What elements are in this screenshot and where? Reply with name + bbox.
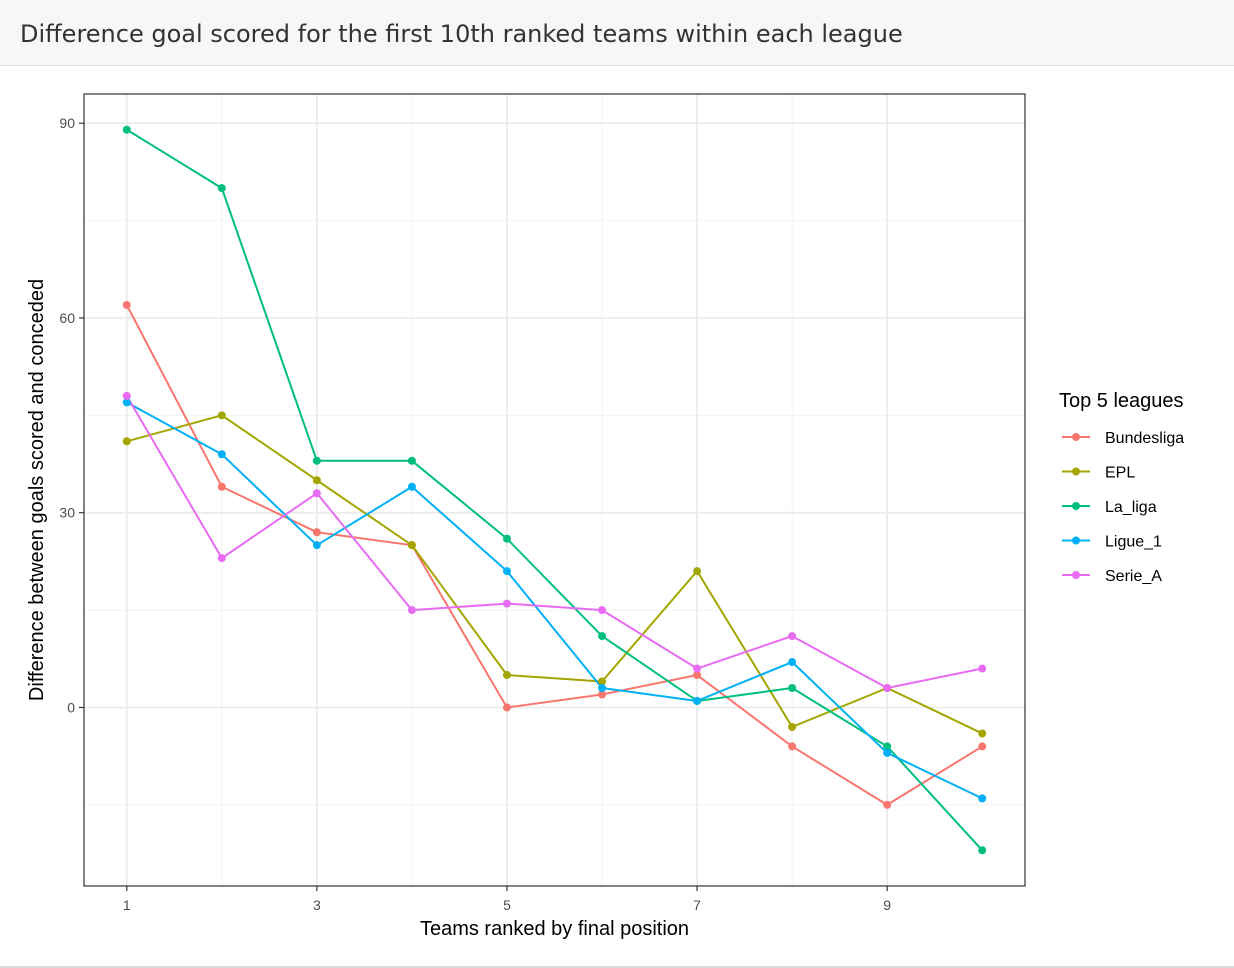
data-point-serie-a — [788, 632, 797, 641]
data-point-epl — [407, 541, 416, 550]
data-point-la-liga — [502, 534, 511, 543]
x-axis-ticks: 1 3 5 7 9 — [123, 886, 891, 913]
legend-key-point — [1072, 433, 1080, 441]
series-lines — [125, 128, 983, 851]
data-point-serie-a — [883, 684, 892, 692]
legend-label: Ligue_1 — [1105, 534, 1162, 551]
data-point-bundesliga — [598, 690, 607, 699]
data-point-la-liga — [312, 456, 321, 465]
data-point-ligue-1 — [693, 696, 702, 705]
data-point-serie-a — [598, 606, 607, 615]
card-header: Difference goal scored for the first 10t… — [0, 0, 1234, 66]
plot-panel-border — [83, 93, 1026, 887]
data-point-la-liga — [788, 684, 797, 692]
data-point-bundesliga — [502, 703, 511, 712]
data-point-ligue-1 — [598, 684, 607, 692]
legend-key-point — [1072, 571, 1080, 579]
legend-item-bundesliga: Bundesliga — [1062, 430, 1184, 447]
data-point-la-liga — [217, 184, 226, 193]
y-axis-ticks: 0 30 60 90 — [59, 115, 84, 715]
x-tick-label: 3 — [313, 897, 321, 913]
legend-items: Bundesliga EPL La_liga Ligue_1 Serie_A — [1062, 430, 1184, 585]
data-point-la-liga — [978, 846, 987, 855]
y-tick-label: 0 — [67, 699, 75, 715]
data-point-bundesliga — [693, 671, 702, 680]
data-point-bundesliga — [978, 742, 987, 751]
legend-label: La_liga — [1105, 499, 1157, 516]
legend-key-point — [1072, 467, 1080, 476]
data-point-epl — [788, 722, 797, 731]
data-point-epl — [502, 671, 511, 680]
data-point-ligue-1 — [883, 748, 892, 757]
data-point-serie-a — [122, 391, 131, 400]
data-point-bundesliga — [883, 800, 892, 809]
data-point-serie-a — [693, 664, 702, 673]
legend: Top 5 leagues Bundesliga EPL La_liga Ligue_… — [1059, 390, 1184, 585]
data-point-ligue-1 — [122, 398, 131, 407]
series-line-la-liga — [126, 128, 983, 851]
data-point-serie-a — [407, 606, 416, 615]
data-point-bundesliga — [122, 300, 131, 309]
series-line-serie-a — [125, 395, 983, 689]
data-point-epl — [312, 476, 321, 485]
data-point-la-liga — [598, 632, 607, 641]
chart-card-title: Difference goal scored for the first 10t… — [20, 20, 903, 48]
y-tick-label: 90 — [59, 115, 75, 131]
legend-key-point — [1072, 502, 1080, 510]
y-tick-label: 60 — [59, 310, 75, 326]
data-point-ligue-1 — [407, 482, 416, 491]
y-tick-label: 30 — [59, 505, 75, 521]
data-point-la-liga — [883, 742, 892, 751]
card-bottom-border — [0, 966, 1234, 968]
data-point-epl — [122, 437, 131, 446]
legend-item-serie-a: Serie_A — [1062, 568, 1162, 585]
data-point-ligue-1 — [502, 567, 511, 576]
data-point-epl — [978, 729, 987, 738]
data-point-ligue-1 — [217, 450, 226, 459]
data-point-serie-a — [312, 489, 321, 498]
legend-label: Serie_A — [1105, 568, 1162, 585]
data-point-la-liga — [407, 456, 416, 465]
data-point-ligue-1 — [312, 541, 321, 550]
data-point-serie-a — [978, 664, 987, 673]
x-tick-label: 1 — [123, 897, 131, 913]
data-point-bundesliga — [788, 742, 797, 751]
data-point-epl — [598, 677, 607, 686]
line-chart: 1 3 5 7 9 0 30 60 90 Teams ranked by final posi… — [26, 93, 1184, 940]
legend-label: EPL — [1105, 465, 1135, 482]
y-axis-title: Difference between goals scored and conc… — [26, 279, 48, 701]
series-line-epl — [126, 414, 983, 735]
legend-item-ligue-1: Ligue_1 — [1062, 534, 1162, 551]
data-point-epl — [693, 567, 702, 576]
grid-lines — [84, 94, 1025, 886]
legend-item-la-liga: La_liga — [1062, 499, 1157, 516]
legend-title: Top 5 leagues — [1059, 390, 1184, 412]
series-line-ligue-1 — [126, 401, 983, 800]
data-point-ligue-1 — [978, 794, 987, 803]
data-point-serie-a — [502, 599, 511, 608]
legend-label: Bundesliga — [1105, 430, 1184, 447]
data-point-ligue-1 — [788, 658, 797, 667]
data-point-bundesliga — [312, 528, 321, 537]
data-point-epl — [217, 411, 226, 420]
x-tick-label: 5 — [503, 897, 511, 913]
data-point-bundesliga — [217, 482, 226, 491]
data-point-serie-a — [217, 554, 226, 563]
legend-item-epl: EPL — [1062, 465, 1135, 482]
x-tick-label: 7 — [693, 897, 701, 913]
x-tick-label: 9 — [883, 897, 891, 913]
legend-key-point — [1072, 536, 1080, 545]
x-axis-title: Teams ranked by final position — [420, 918, 689, 940]
series-points — [122, 125, 987, 855]
data-point-la-liga — [122, 125, 131, 134]
series-line-bundesliga — [125, 304, 983, 806]
